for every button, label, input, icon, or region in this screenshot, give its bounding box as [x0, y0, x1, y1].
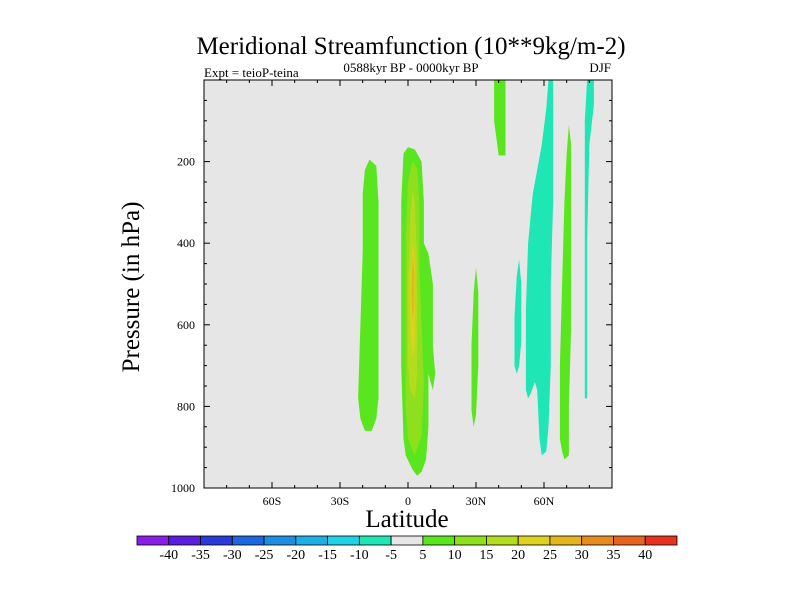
x-tick-label-4: 60N [534, 494, 555, 508]
colorbar-box-13 [549, 535, 583, 546]
colorbar [136, 535, 678, 546]
colorbar-box-15 [613, 535, 646, 546]
contour-region-8 [559, 124, 572, 460]
colorbar-box-6 [327, 535, 360, 546]
colorbar-box-11 [486, 535, 519, 546]
contour-region-10 [525, 80, 554, 456]
contour-region-7 [494, 80, 506, 156]
colorbar-box-2 [200, 535, 233, 546]
colorbar-box-9 [422, 535, 456, 546]
y-tick-labels: 200 400 600 800 1000 [171, 155, 195, 495]
colorbar-box-12 [517, 535, 551, 546]
x-tick-label-3: 30N [466, 494, 487, 508]
colorbar-box-7 [358, 535, 392, 546]
colorbar-label-5: -15 [318, 548, 337, 563]
colorbar-box-16 [644, 535, 678, 546]
contour-region-0 [358, 159, 379, 431]
colorbar-box-14 [581, 535, 614, 546]
colorbar-label-7: -5 [385, 548, 397, 563]
colorbar-label-15: 40 [638, 548, 652, 563]
colorbar-box-3 [231, 535, 265, 546]
colorbar-label-13: 30 [575, 548, 589, 563]
contour-region-6 [471, 267, 479, 427]
contour-region-5 [411, 255, 415, 321]
colorbar-label-8: 5 [419, 548, 426, 563]
contour-region-9 [514, 259, 522, 374]
colorbar-box-5 [295, 535, 328, 546]
x-tick-label-2: 0 [405, 494, 411, 508]
colorbar-label-9: 10 [448, 548, 462, 563]
x-axis-label: Latitude [365, 506, 448, 533]
colorbar-box-8 [390, 535, 424, 546]
colorbar-label-14: 35 [606, 548, 620, 563]
colorbar-label-0: -40 [159, 548, 178, 563]
x-tick-labels: 60S 30S 0 30N 60N [263, 494, 555, 508]
x-tick-label-1: 30S [331, 494, 350, 508]
colorbar-box-0 [136, 535, 170, 546]
contour-regions [358, 80, 594, 476]
y-tick-label-3: 800 [177, 399, 195, 413]
y-tick-label-2: 600 [177, 318, 195, 332]
plot-frame [203, 79, 613, 489]
chart-title: Meridional Streamfunction (10**9kg/m-2) [196, 33, 625, 60]
colorbar-box-4 [263, 535, 297, 546]
colorbar-label-12: 25 [543, 548, 557, 563]
colorbar-box-10 [454, 535, 487, 546]
left-string: Expt = teioP-teina [204, 65, 299, 80]
colorbar-label-3: -25 [255, 548, 274, 563]
colorbar-labels: -40 -35 -30 -25 -20 -15 -10 -5 5 10 15 20 25 30 35 40 [159, 548, 652, 563]
colorbar-label-6: -10 [350, 548, 369, 563]
center-string: 0588kyr BP - 0000kyr BP [343, 60, 478, 75]
right-string: DJF [589, 60, 611, 75]
colorbar-label-10: 15 [479, 548, 493, 563]
y-tick-label-1: 400 [177, 236, 195, 250]
colorbar-label-11: 20 [511, 548, 525, 563]
y-axis-label: Pressure (in hPa) [118, 202, 145, 373]
colorbar-label-1: -35 [191, 548, 210, 563]
colorbar-label-2: -30 [223, 548, 242, 563]
x-tick-label-0: 60S [263, 494, 282, 508]
y-tick-label-0: 200 [177, 155, 195, 169]
colorbar-label-4: -20 [286, 548, 305, 563]
y-tick-label-4: 1000 [171, 481, 195, 495]
contour-region-11 [584, 80, 594, 399]
colorbar-box-1 [168, 535, 201, 546]
